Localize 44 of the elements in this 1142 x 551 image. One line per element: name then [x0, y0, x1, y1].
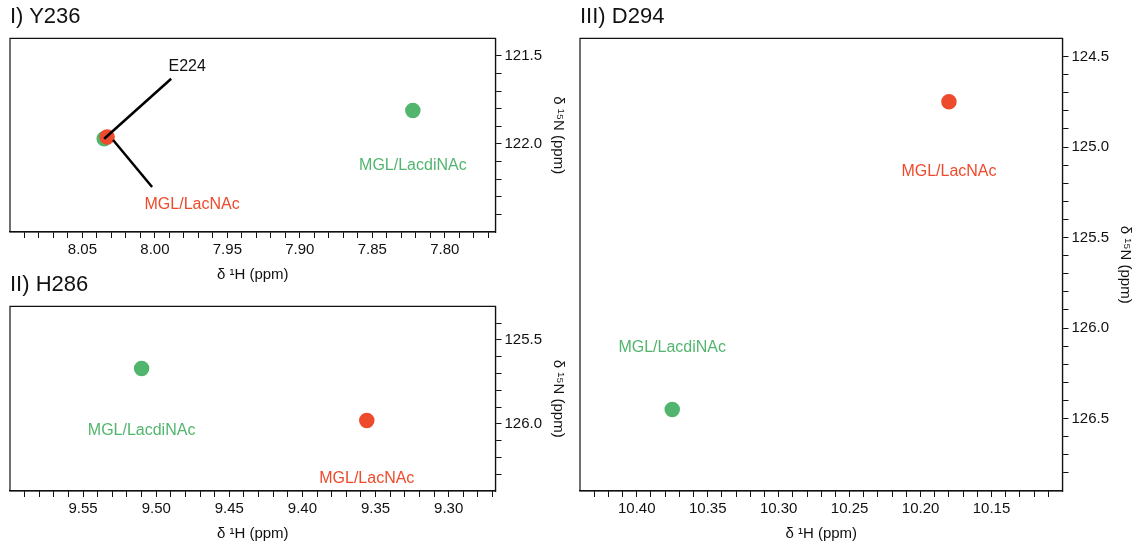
text: MGL/LacNAc — [144, 195, 240, 213]
x-tick-label: 7.95 — [212, 240, 242, 258]
x-tick-label: 9.30 — [434, 499, 464, 517]
point — [405, 102, 421, 119]
y-tick-label: 126.5 — [1071, 408, 1110, 426]
x-tick-label: 7.80 — [430, 240, 460, 258]
x-tick-label: 9.55 — [68, 499, 98, 517]
text: MGL/LacNAc — [319, 468, 415, 486]
x-tick-label: 10.15 — [972, 499, 1011, 517]
chart-title: I) Y236 — [10, 3, 81, 29]
x-tick-label: 7.90 — [285, 240, 315, 258]
text: MGL/LacdiNAc — [87, 420, 196, 438]
x-tick-label: 10.25 — [830, 499, 869, 517]
y-tick-label: 121.5 — [504, 46, 543, 64]
x-tick-label: 7.85 — [357, 240, 387, 258]
y-tick-label: 126.0 — [504, 414, 543, 432]
x-tick-label: 8.05 — [67, 240, 98, 258]
x-tick-label: 10.35 — [688, 499, 727, 517]
x-axis-title: δ ¹H (ppm) — [216, 524, 289, 542]
text: MGL/LacdiNAc — [359, 155, 467, 173]
x-tick-label: 9.40 — [287, 499, 318, 517]
x-tick-label: 8.00 — [140, 240, 170, 258]
y-axis-title: δ ¹⁵N (ppm) — [550, 96, 568, 175]
y-tick-label: 125.0 — [1071, 137, 1110, 155]
chart-title: II) H286 — [10, 271, 89, 297]
y-axis-title: δ ¹⁵N (ppm) — [1117, 225, 1135, 304]
x-tick-label: 9.50 — [141, 499, 171, 517]
y-tick-label: 124.5 — [1071, 46, 1110, 64]
x-tick-label: 9.35 — [360, 499, 391, 517]
x-axis-title: δ ¹H (ppm) — [785, 524, 858, 542]
x-axis-title: δ ¹H (ppm) — [216, 265, 289, 283]
chart-title: III) D294 — [580, 3, 665, 29]
annotation: E224 — [168, 57, 206, 75]
y-axis-title: δ ¹⁵N (ppm) — [550, 359, 568, 438]
y-tick-label: 122.0 — [504, 134, 543, 152]
text: MGL/LacNAc — [901, 162, 997, 180]
y-tick-label: 125.5 — [504, 330, 543, 348]
y-tick-label: 126.0 — [1071, 318, 1110, 336]
x-tick-label: 10.40 — [617, 499, 656, 517]
y-tick-label: 125.5 — [1071, 227, 1110, 245]
x-tick-label: 10.20 — [901, 499, 940, 517]
x-tick-label: 10.30 — [759, 499, 798, 517]
text: MGL/LacdiNAc — [618, 337, 727, 355]
x-tick-label: 9.45 — [214, 499, 244, 517]
